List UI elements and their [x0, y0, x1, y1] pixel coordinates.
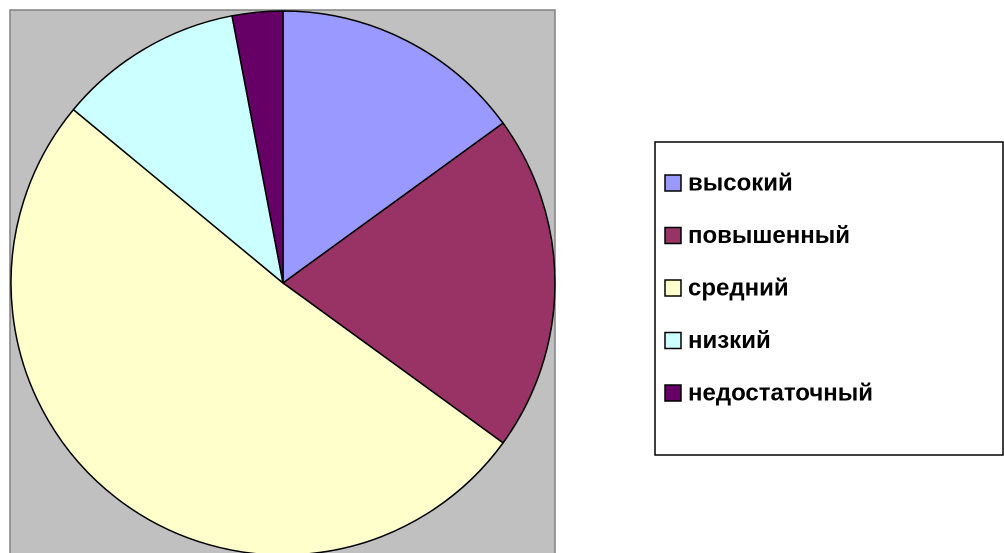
legend-label: высокий	[688, 169, 793, 196]
legend-swatch	[664, 226, 682, 245]
legend-swatch	[664, 174, 682, 192]
pie-slice	[281, 122, 556, 444]
legend-label: средний	[688, 274, 789, 301]
pie-slice	[282, 10, 505, 285]
pie-slice	[10, 108, 505, 553]
legend-label: низкий	[688, 327, 771, 354]
legend-label: недостаточный	[688, 379, 873, 406]
legend-label: повышенный	[688, 222, 850, 249]
legend-swatch	[664, 331, 682, 350]
legend-swatch	[664, 384, 682, 402]
pie-slice	[72, 14, 285, 285]
pie-slice	[231, 10, 284, 284]
legend	[654, 141, 1004, 456]
legend-swatch	[664, 279, 682, 297]
